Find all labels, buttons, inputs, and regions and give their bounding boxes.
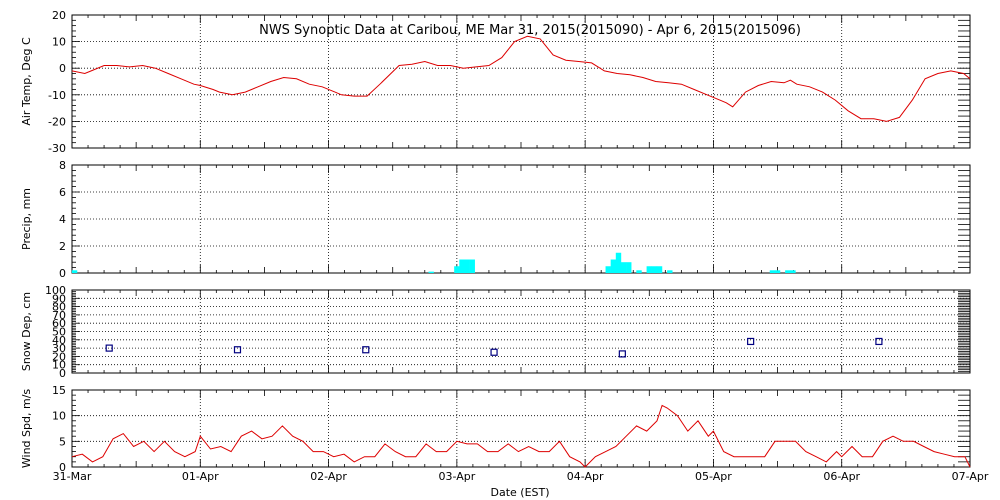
y-tick-label: 40 xyxy=(52,334,66,347)
x-tick-label: 03-Apr xyxy=(438,470,475,483)
y-tick-label: 20 xyxy=(52,9,66,22)
series-line xyxy=(71,404,971,468)
snow-depth-marker xyxy=(233,346,242,354)
y-tick-label: 0 xyxy=(59,461,66,474)
y-tick-label: 8 xyxy=(59,159,66,172)
y-axis-label: Air Temp, Deg C xyxy=(20,37,33,126)
y-tick-label: 10 xyxy=(52,410,66,423)
x-tick-label: 06-Apr xyxy=(823,470,860,483)
series-line xyxy=(71,35,971,122)
x-tick-label: 31-Mar xyxy=(53,470,92,483)
y-tick-label: -10 xyxy=(48,89,66,102)
y-tick-label: 0 xyxy=(59,62,66,75)
precip-bar xyxy=(71,270,78,273)
y-tick-label: 6 xyxy=(59,186,66,199)
y-tick-label: 30 xyxy=(52,342,66,355)
y-tick-label: 60 xyxy=(52,317,66,330)
snow-depth-marker xyxy=(618,350,626,358)
y-tick-label: 80 xyxy=(52,301,66,314)
y-tick-label: 2 xyxy=(59,240,66,253)
y-tick-label: 70 xyxy=(52,309,66,322)
precip-bar xyxy=(774,270,781,273)
precip-bar xyxy=(785,270,791,273)
y-tick-label: 5 xyxy=(59,435,66,448)
y-tick-label: 90 xyxy=(52,292,66,305)
snow-depth-marker xyxy=(490,348,498,356)
precip-bar xyxy=(646,266,652,273)
precip-bar xyxy=(790,270,796,273)
y-tick-label: 0 xyxy=(59,367,66,380)
precip-bar xyxy=(454,266,460,273)
y-axis-label: Snow Dep, cm xyxy=(20,292,33,371)
x-tick-label: 01-Apr xyxy=(182,470,219,483)
precip-bar xyxy=(605,266,611,273)
y-tick-label: 20 xyxy=(52,350,66,363)
plot-frame xyxy=(71,289,971,374)
plot-frame xyxy=(71,389,971,468)
precip-bar xyxy=(656,266,663,273)
x-tick-label: 07-Apr xyxy=(952,470,989,483)
precip-panel: 0 2 4 6 8 Precip, mm xyxy=(20,159,971,280)
precip-bar xyxy=(615,252,622,273)
precip-bar xyxy=(469,259,475,273)
precip-bar xyxy=(667,270,673,273)
y-tick-label: 4 xyxy=(59,213,66,226)
snow-depth-marker xyxy=(747,337,755,346)
y-axis-label: Wind Spd, m/s xyxy=(20,389,33,469)
y-tick-label: 10 xyxy=(52,359,66,372)
precip-bar xyxy=(769,270,776,273)
wind-speed-panel: 0 5 10 15 Wind Spd, m/s xyxy=(20,384,971,474)
precip-bar xyxy=(636,270,642,273)
precip-bar xyxy=(626,262,632,273)
y-tick-label: 10 xyxy=(52,36,66,49)
snow-depth-marker xyxy=(105,344,113,352)
x-tick-label: 02-Apr xyxy=(310,470,347,483)
y-tick-label: 100 xyxy=(45,284,66,297)
y-tick-label: 15 xyxy=(52,384,66,397)
x-tick-label: 05-Apr xyxy=(695,470,732,483)
x-tick-labels: 31-Mar 01-Apr 02-Apr 03-Apr 04-Apr 05-Apr 06-A… xyxy=(53,470,989,483)
y-tick-label: 0 xyxy=(59,267,66,280)
air-temp-panel: -30 -20 -10 0 10 20 Air Temp, Deg C xyxy=(20,9,971,155)
x-axis-label: Date (EST) xyxy=(490,486,549,499)
snow-depth-marker xyxy=(875,337,883,346)
snow-depth-marker xyxy=(362,346,370,354)
chart-title: NWS Synoptic Data at Caribou, ME Mar 31,… xyxy=(259,23,801,38)
y-tick-label: -20 xyxy=(48,115,66,128)
plot-frame xyxy=(71,164,971,274)
precip-bar xyxy=(428,271,434,273)
precip-bar xyxy=(610,259,617,273)
precip-bar xyxy=(459,259,465,273)
y-tick-label: 50 xyxy=(52,326,66,339)
x-tick-label: 04-Apr xyxy=(567,470,604,483)
precip-bar xyxy=(464,259,470,273)
precip-bar xyxy=(620,262,627,273)
y-tick-label: -30 xyxy=(48,142,66,155)
y-axis-label: Precip, mm xyxy=(20,188,33,250)
precip-bar xyxy=(651,266,658,273)
